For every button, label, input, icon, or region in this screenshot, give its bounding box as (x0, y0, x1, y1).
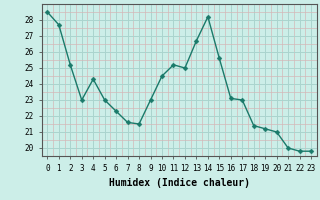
X-axis label: Humidex (Indice chaleur): Humidex (Indice chaleur) (109, 178, 250, 188)
